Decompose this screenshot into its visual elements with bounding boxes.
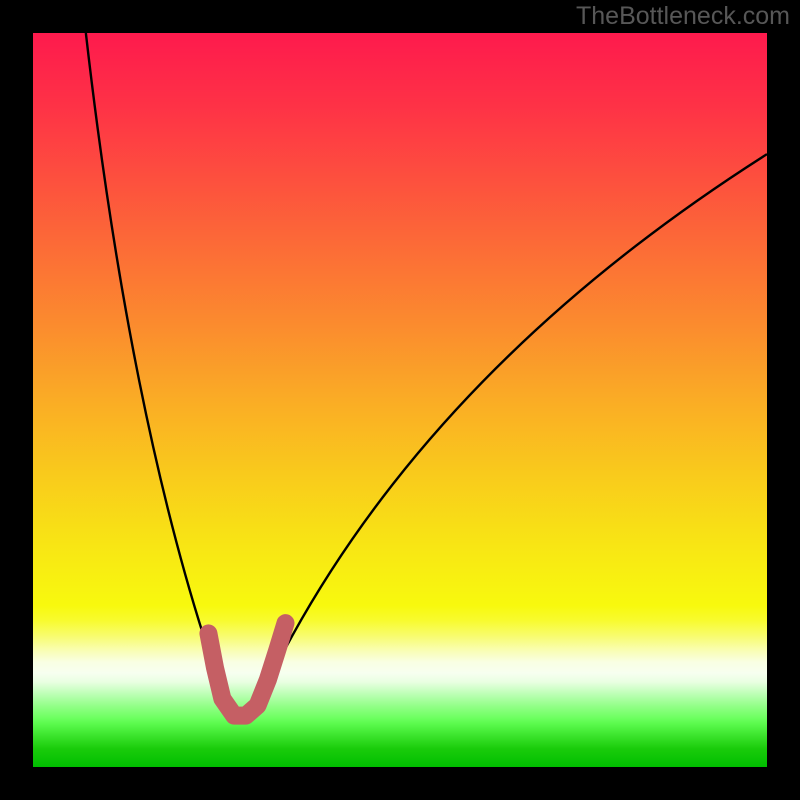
watermark-text: TheBottleneck.com [576, 2, 790, 31]
chart-svg [33, 33, 767, 767]
plot-area [33, 33, 767, 767]
